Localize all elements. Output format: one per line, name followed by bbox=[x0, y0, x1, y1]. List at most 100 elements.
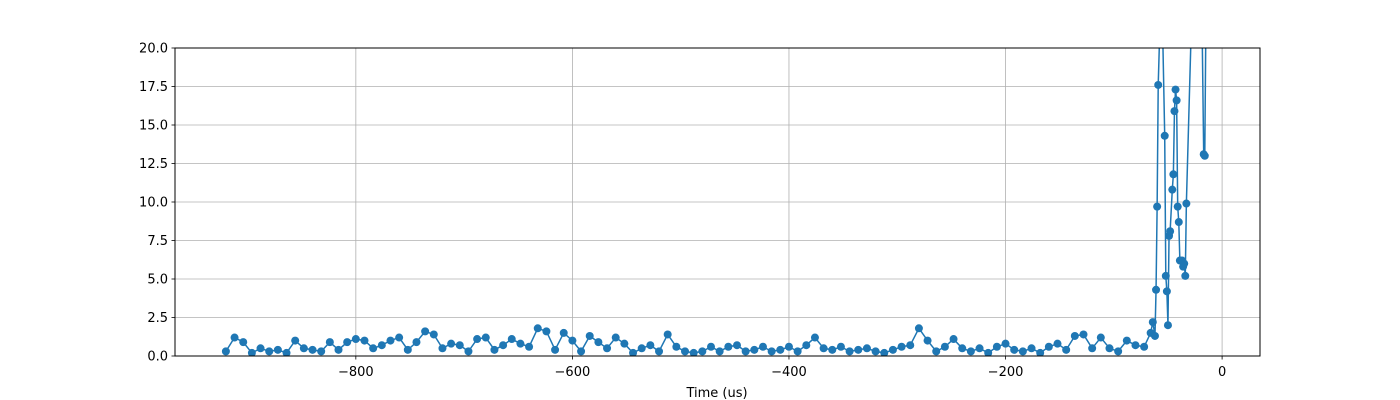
data-point bbox=[1152, 285, 1161, 294]
data-point bbox=[516, 339, 525, 348]
data-point bbox=[1170, 107, 1179, 116]
data-point bbox=[386, 336, 395, 345]
data-point bbox=[256, 344, 265, 353]
data-point bbox=[481, 333, 490, 342]
data-point bbox=[499, 341, 508, 350]
data-point bbox=[1181, 271, 1190, 280]
data-point bbox=[1105, 344, 1114, 353]
data-point bbox=[758, 342, 767, 351]
y-tick-label: 15.0 bbox=[139, 119, 168, 134]
data-point bbox=[784, 342, 793, 351]
data-point bbox=[464, 347, 473, 356]
data-point bbox=[1171, 85, 1180, 94]
ticks: −800 −600 −400 −200 0 0.0 2.5 5.0 7.5 10.0 12.5 15.… bbox=[139, 42, 1226, 381]
data-point bbox=[1079, 330, 1088, 339]
data-point bbox=[724, 342, 733, 351]
data-point bbox=[767, 347, 776, 356]
data-point bbox=[1122, 336, 1131, 345]
data-point bbox=[1096, 333, 1105, 342]
data-point bbox=[317, 347, 326, 356]
data-point bbox=[230, 333, 239, 342]
x-tick-label: −800 bbox=[338, 365, 374, 380]
data-point bbox=[221, 347, 230, 356]
data-point bbox=[1131, 341, 1140, 350]
data-point bbox=[1154, 80, 1163, 89]
data-point bbox=[1140, 342, 1149, 351]
data-point bbox=[577, 347, 586, 356]
data-point bbox=[836, 342, 845, 351]
data-point bbox=[810, 333, 819, 342]
data-point bbox=[888, 345, 897, 354]
data-point bbox=[689, 348, 698, 356]
data-point bbox=[966, 347, 975, 356]
data-point bbox=[992, 342, 1001, 351]
data-point bbox=[490, 345, 499, 354]
data-point bbox=[845, 347, 854, 356]
data-point bbox=[932, 347, 941, 356]
data-point bbox=[421, 327, 430, 336]
y-tick-label: 0.0 bbox=[147, 350, 168, 365]
data-point bbox=[681, 347, 690, 356]
data-point bbox=[672, 342, 681, 351]
data-point bbox=[975, 344, 984, 353]
data-point bbox=[1018, 347, 1027, 356]
data-point bbox=[559, 328, 568, 337]
data-point bbox=[776, 345, 785, 354]
data-point bbox=[646, 341, 655, 350]
data-point bbox=[732, 341, 741, 350]
data-point bbox=[914, 324, 923, 333]
data-point bbox=[698, 347, 707, 356]
data-point bbox=[334, 345, 343, 354]
data-point bbox=[455, 341, 464, 350]
data-point bbox=[629, 348, 638, 356]
data-point bbox=[395, 333, 404, 342]
data-point bbox=[1148, 318, 1157, 327]
data-point bbox=[585, 331, 594, 340]
data-point bbox=[473, 335, 482, 344]
data-point bbox=[1036, 348, 1045, 356]
data-point bbox=[655, 347, 664, 356]
data-point bbox=[906, 341, 915, 350]
data-point bbox=[663, 330, 672, 339]
data-point bbox=[1053, 339, 1062, 348]
data-point bbox=[1162, 287, 1171, 296]
data-point bbox=[412, 338, 421, 347]
data-point bbox=[282, 348, 291, 356]
data-point bbox=[715, 347, 724, 356]
data-point bbox=[828, 345, 837, 354]
data-point bbox=[940, 342, 949, 351]
data-point bbox=[507, 335, 516, 344]
y-tick-label: 2.5 bbox=[147, 311, 168, 326]
data-point bbox=[819, 344, 828, 353]
data-point bbox=[1010, 345, 1019, 354]
data-point bbox=[750, 345, 759, 354]
x-tick-label: −200 bbox=[988, 365, 1024, 380]
data-point bbox=[984, 348, 993, 356]
data-point bbox=[403, 345, 412, 354]
data-point bbox=[1166, 227, 1175, 236]
data-point bbox=[308, 345, 317, 354]
data-point bbox=[343, 338, 352, 347]
data-point bbox=[1001, 339, 1010, 348]
data-point bbox=[299, 344, 308, 353]
data-point bbox=[525, 342, 534, 351]
data-point bbox=[1173, 202, 1182, 211]
data-point bbox=[265, 347, 274, 356]
y-tick-label: 12.5 bbox=[139, 157, 168, 172]
data-point bbox=[1200, 151, 1209, 160]
data-point bbox=[802, 341, 811, 350]
data-point bbox=[949, 335, 958, 344]
data-point bbox=[1168, 185, 1177, 194]
data-point bbox=[360, 336, 369, 345]
data-point bbox=[1161, 271, 1170, 280]
data-point bbox=[273, 345, 282, 354]
data-point bbox=[1114, 347, 1123, 356]
y-tick-label: 20.0 bbox=[139, 42, 168, 57]
data-point bbox=[247, 348, 256, 356]
data-point bbox=[551, 345, 560, 354]
data-point bbox=[1163, 321, 1172, 330]
data-point bbox=[291, 336, 300, 345]
data-point bbox=[533, 324, 542, 333]
